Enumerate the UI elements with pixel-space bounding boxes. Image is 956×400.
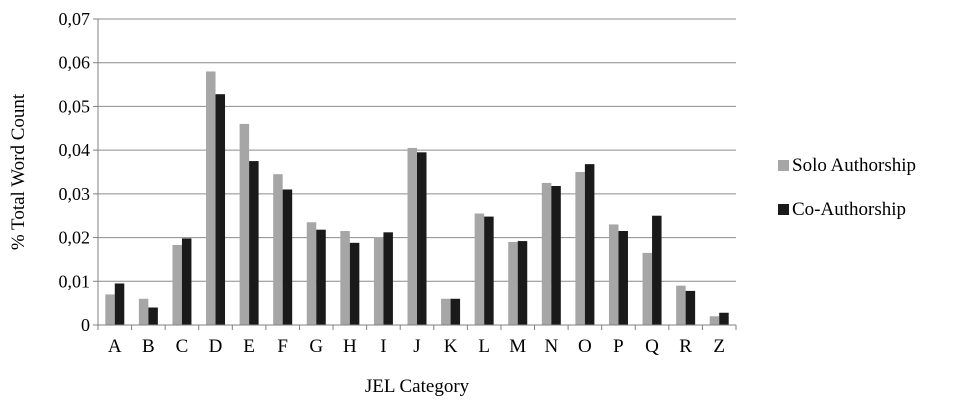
bar-co-authorship [484, 216, 494, 325]
x-tick-label: F [277, 336, 288, 357]
y-tick-label: 0,06 [59, 53, 91, 73]
bar-solo-authorship [373, 237, 384, 325]
bar-co-authorship [417, 152, 427, 325]
bar-solo-authorship [407, 147, 417, 325]
bar-solo-authorship [575, 172, 585, 325]
bar-co-authorship [652, 215, 662, 325]
y-tick-label: 0,07 [59, 9, 91, 29]
x-tick-label: G [309, 336, 323, 357]
x-tick-label: J [413, 336, 420, 357]
bar-solo-authorship [306, 222, 317, 325]
bar-solo-authorship [709, 316, 720, 325]
legend: Solo Authorship Co-Authorship [778, 155, 916, 220]
bar-solo-authorship [340, 231, 350, 325]
bar-solo-authorship [676, 285, 686, 325]
bar-co-authorship [584, 164, 595, 325]
x-tick-label: Q [645, 336, 659, 357]
bar-co-authorship [316, 229, 326, 325]
bar-solo-authorship [441, 298, 451, 325]
x-tick-label: R [679, 336, 692, 357]
y-tick-label: 0,03 [59, 184, 91, 204]
y-tick-label: 0,01 [59, 271, 91, 291]
y-tick-label: 0,05 [59, 96, 91, 116]
bar-solo-authorship [508, 241, 518, 325]
bar-co-authorship [249, 161, 259, 325]
y-tick-label: 0,02 [59, 228, 91, 248]
legend-swatch [778, 160, 789, 171]
x-tick-label: I [380, 336, 386, 357]
x-tick-label: A [108, 336, 122, 357]
bar-solo-authorship [474, 213, 485, 325]
bar-co-authorship [349, 242, 360, 325]
bar-co-authorship [450, 298, 461, 325]
x-tick-label: P [613, 336, 624, 357]
bar-solo-authorship [138, 298, 149, 325]
bar-solo-authorship [172, 245, 182, 325]
x-tick-label: K [444, 336, 458, 357]
bar-solo-authorship [239, 123, 250, 326]
bars [105, 71, 729, 326]
bar-co-authorship [282, 189, 293, 325]
y-axis-title: % Total Word Count [8, 93, 29, 250]
bar-co-authorship [114, 283, 125, 325]
legend-swatch [778, 204, 789, 215]
x-tick-label: E [243, 336, 255, 357]
legend-label: Co-Authorship [792, 199, 906, 220]
bar-co-authorship [719, 312, 729, 325]
x-tick-label: B [142, 336, 155, 357]
bar-co-authorship [618, 231, 628, 325]
bar-solo-authorship [273, 174, 283, 325]
y-tick-label: 0 [81, 315, 90, 335]
bar-co-authorship [383, 232, 393, 325]
x-tick-label: M [509, 336, 526, 357]
bar-solo-authorship [608, 224, 619, 325]
bar-co-authorship [685, 290, 696, 325]
y-tick-labels: 0 0,01 0,02 0,03 0,04 0,05 0,06 0,07 [59, 9, 91, 335]
x-tick-label: H [343, 336, 357, 357]
y-tick-label: 0,04 [59, 140, 91, 160]
x-tick-label: L [478, 336, 490, 357]
bar-solo-authorship [642, 252, 653, 325]
bar-solo-authorship [105, 294, 115, 325]
x-tick-label: Z [713, 336, 725, 357]
bar-solo-authorship [206, 71, 216, 325]
x-tick-label: N [544, 336, 558, 357]
bar-co-authorship [181, 238, 192, 325]
legend-label: Solo Authorship [792, 155, 916, 176]
bar-co-authorship [551, 185, 561, 325]
bar-co-authorship [148, 307, 158, 325]
bar-co-authorship [517, 241, 528, 325]
x-axis-title: JEL Category [365, 376, 470, 397]
x-tick-label: O [578, 336, 592, 357]
x-tick-label: D [209, 336, 223, 357]
x-tick-label: C [176, 336, 189, 357]
bar-co-authorship [215, 94, 226, 325]
bar-solo-authorship [541, 182, 552, 325]
